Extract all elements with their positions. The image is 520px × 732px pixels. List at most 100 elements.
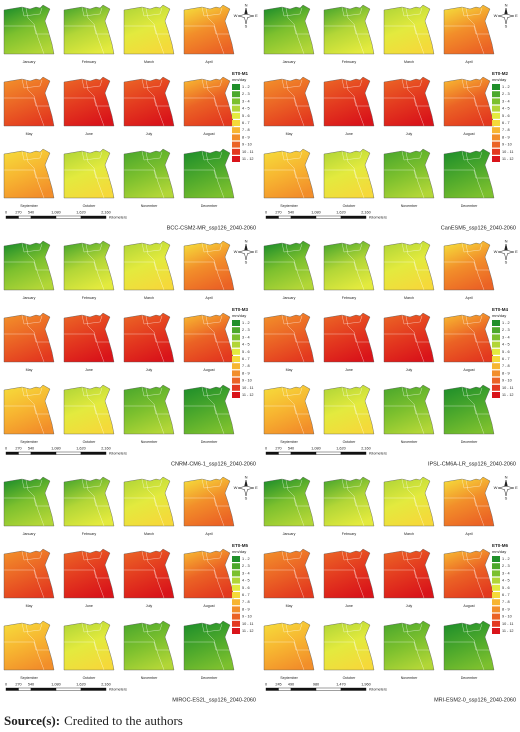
boundary xyxy=(81,314,103,325)
legend-label: 6 - 7 xyxy=(502,121,510,125)
month-label: April xyxy=(205,532,212,536)
scale-tick-label: 0 xyxy=(265,447,267,451)
month-map: December xyxy=(443,384,495,444)
legend-label: 5 - 6 xyxy=(242,114,250,118)
boundary xyxy=(184,569,234,579)
month-map: October xyxy=(63,384,115,444)
scale-segment xyxy=(315,215,342,219)
legend-label: 1 - 2 xyxy=(242,85,250,89)
boundary xyxy=(345,79,365,127)
boundary xyxy=(201,314,223,325)
legend-swatch xyxy=(232,392,240,398)
scale-segment xyxy=(315,451,342,455)
egypt-map xyxy=(443,384,495,435)
legend-swatch xyxy=(492,384,500,391)
egypt-map xyxy=(123,240,175,291)
panel-caption: CNRM-CM6-1_ssp126_2040-2060 xyxy=(171,461,256,467)
legend-swatch xyxy=(492,628,500,634)
egypt-map xyxy=(443,476,495,527)
legend-swatch xyxy=(492,341,500,348)
boundary xyxy=(141,150,163,161)
boundary xyxy=(85,7,105,55)
compass-letter: N xyxy=(505,239,508,244)
egypt-map xyxy=(3,4,55,55)
scale-tick-label: 1,620 xyxy=(336,447,346,451)
legend-swatch xyxy=(492,556,500,562)
month-label: March xyxy=(404,532,414,536)
legend-label: 6 - 7 xyxy=(502,593,510,597)
egypt-map xyxy=(443,4,495,55)
egypt-map xyxy=(183,384,235,435)
boundary xyxy=(285,151,305,199)
egypt-map xyxy=(383,4,435,55)
month-label: February xyxy=(342,60,357,64)
boundary xyxy=(444,97,494,107)
month-label: February xyxy=(342,532,357,536)
month-map: February xyxy=(323,4,375,64)
month-label: October xyxy=(343,676,357,680)
legend-label: 9 - 10 xyxy=(242,615,252,619)
month-map: December xyxy=(443,620,495,680)
scale-tick-label: 1,080 xyxy=(51,447,61,451)
compass-needle xyxy=(244,8,248,15)
month-map: March xyxy=(383,4,435,64)
boundary xyxy=(264,569,314,579)
legend-label: 10 - 11 xyxy=(502,386,514,390)
legend-label: 9 - 10 xyxy=(242,379,252,383)
boundary xyxy=(341,242,363,253)
legend-swatch xyxy=(232,563,240,570)
legend-swatch xyxy=(492,348,500,355)
month-label: July xyxy=(406,368,413,372)
legend-swatch xyxy=(232,599,240,606)
compass-letter: S xyxy=(245,260,248,265)
egypt-map xyxy=(63,384,115,435)
scale-tick-label: 0 xyxy=(265,683,267,687)
boundary xyxy=(21,386,43,397)
egypt-map xyxy=(3,476,55,527)
legend-swatch xyxy=(492,392,500,398)
boundary xyxy=(184,497,234,507)
boundary xyxy=(461,150,483,161)
scale-tick-label: 540 xyxy=(28,447,34,451)
compass-letter: S xyxy=(505,496,508,501)
legend-label: 3 - 4 xyxy=(242,99,250,103)
month-label: August xyxy=(463,132,474,136)
legend-unit: mm/day xyxy=(232,549,246,554)
panel-caption: IPSL-CM6A-LR_ssp126_2040-2060 xyxy=(428,461,516,467)
scale-segment xyxy=(18,215,32,219)
month-map: May xyxy=(3,76,55,136)
egypt-map xyxy=(443,620,495,671)
boundary xyxy=(64,97,114,107)
scale-tick-label: 2,160 xyxy=(101,683,111,687)
scale-segment xyxy=(30,687,57,691)
source-line: Source(s): Credited to the authors xyxy=(4,713,183,728)
legend-label: 2 - 3 xyxy=(502,328,510,332)
legend-swatch xyxy=(232,377,240,384)
month-map: May xyxy=(263,312,315,372)
boundary xyxy=(64,333,114,343)
egypt-map xyxy=(443,148,495,199)
scale-tick-label: 1,620 xyxy=(76,683,86,687)
egypt-map xyxy=(443,548,495,599)
legend-label: 1 - 2 xyxy=(502,85,510,89)
scale-segment xyxy=(340,215,367,219)
boundary xyxy=(285,551,305,599)
month-map: August xyxy=(443,76,495,136)
panel: January February March April May June July Augu… xyxy=(3,475,258,703)
boundary xyxy=(401,314,423,325)
egypt-map xyxy=(3,384,55,435)
boundary xyxy=(285,243,305,291)
scale-segment xyxy=(80,687,107,691)
legend-swatch xyxy=(232,327,240,334)
legend-label: 7 - 8 xyxy=(502,128,510,132)
month-label: October xyxy=(83,204,97,208)
boundary xyxy=(264,97,314,107)
boundary xyxy=(124,569,174,579)
month-map: January xyxy=(3,240,55,300)
egypt-map xyxy=(263,476,315,527)
source-label: Source(s): xyxy=(4,713,60,728)
legend-swatch xyxy=(232,584,240,591)
boundary xyxy=(81,386,103,397)
month-label: February xyxy=(342,296,357,300)
